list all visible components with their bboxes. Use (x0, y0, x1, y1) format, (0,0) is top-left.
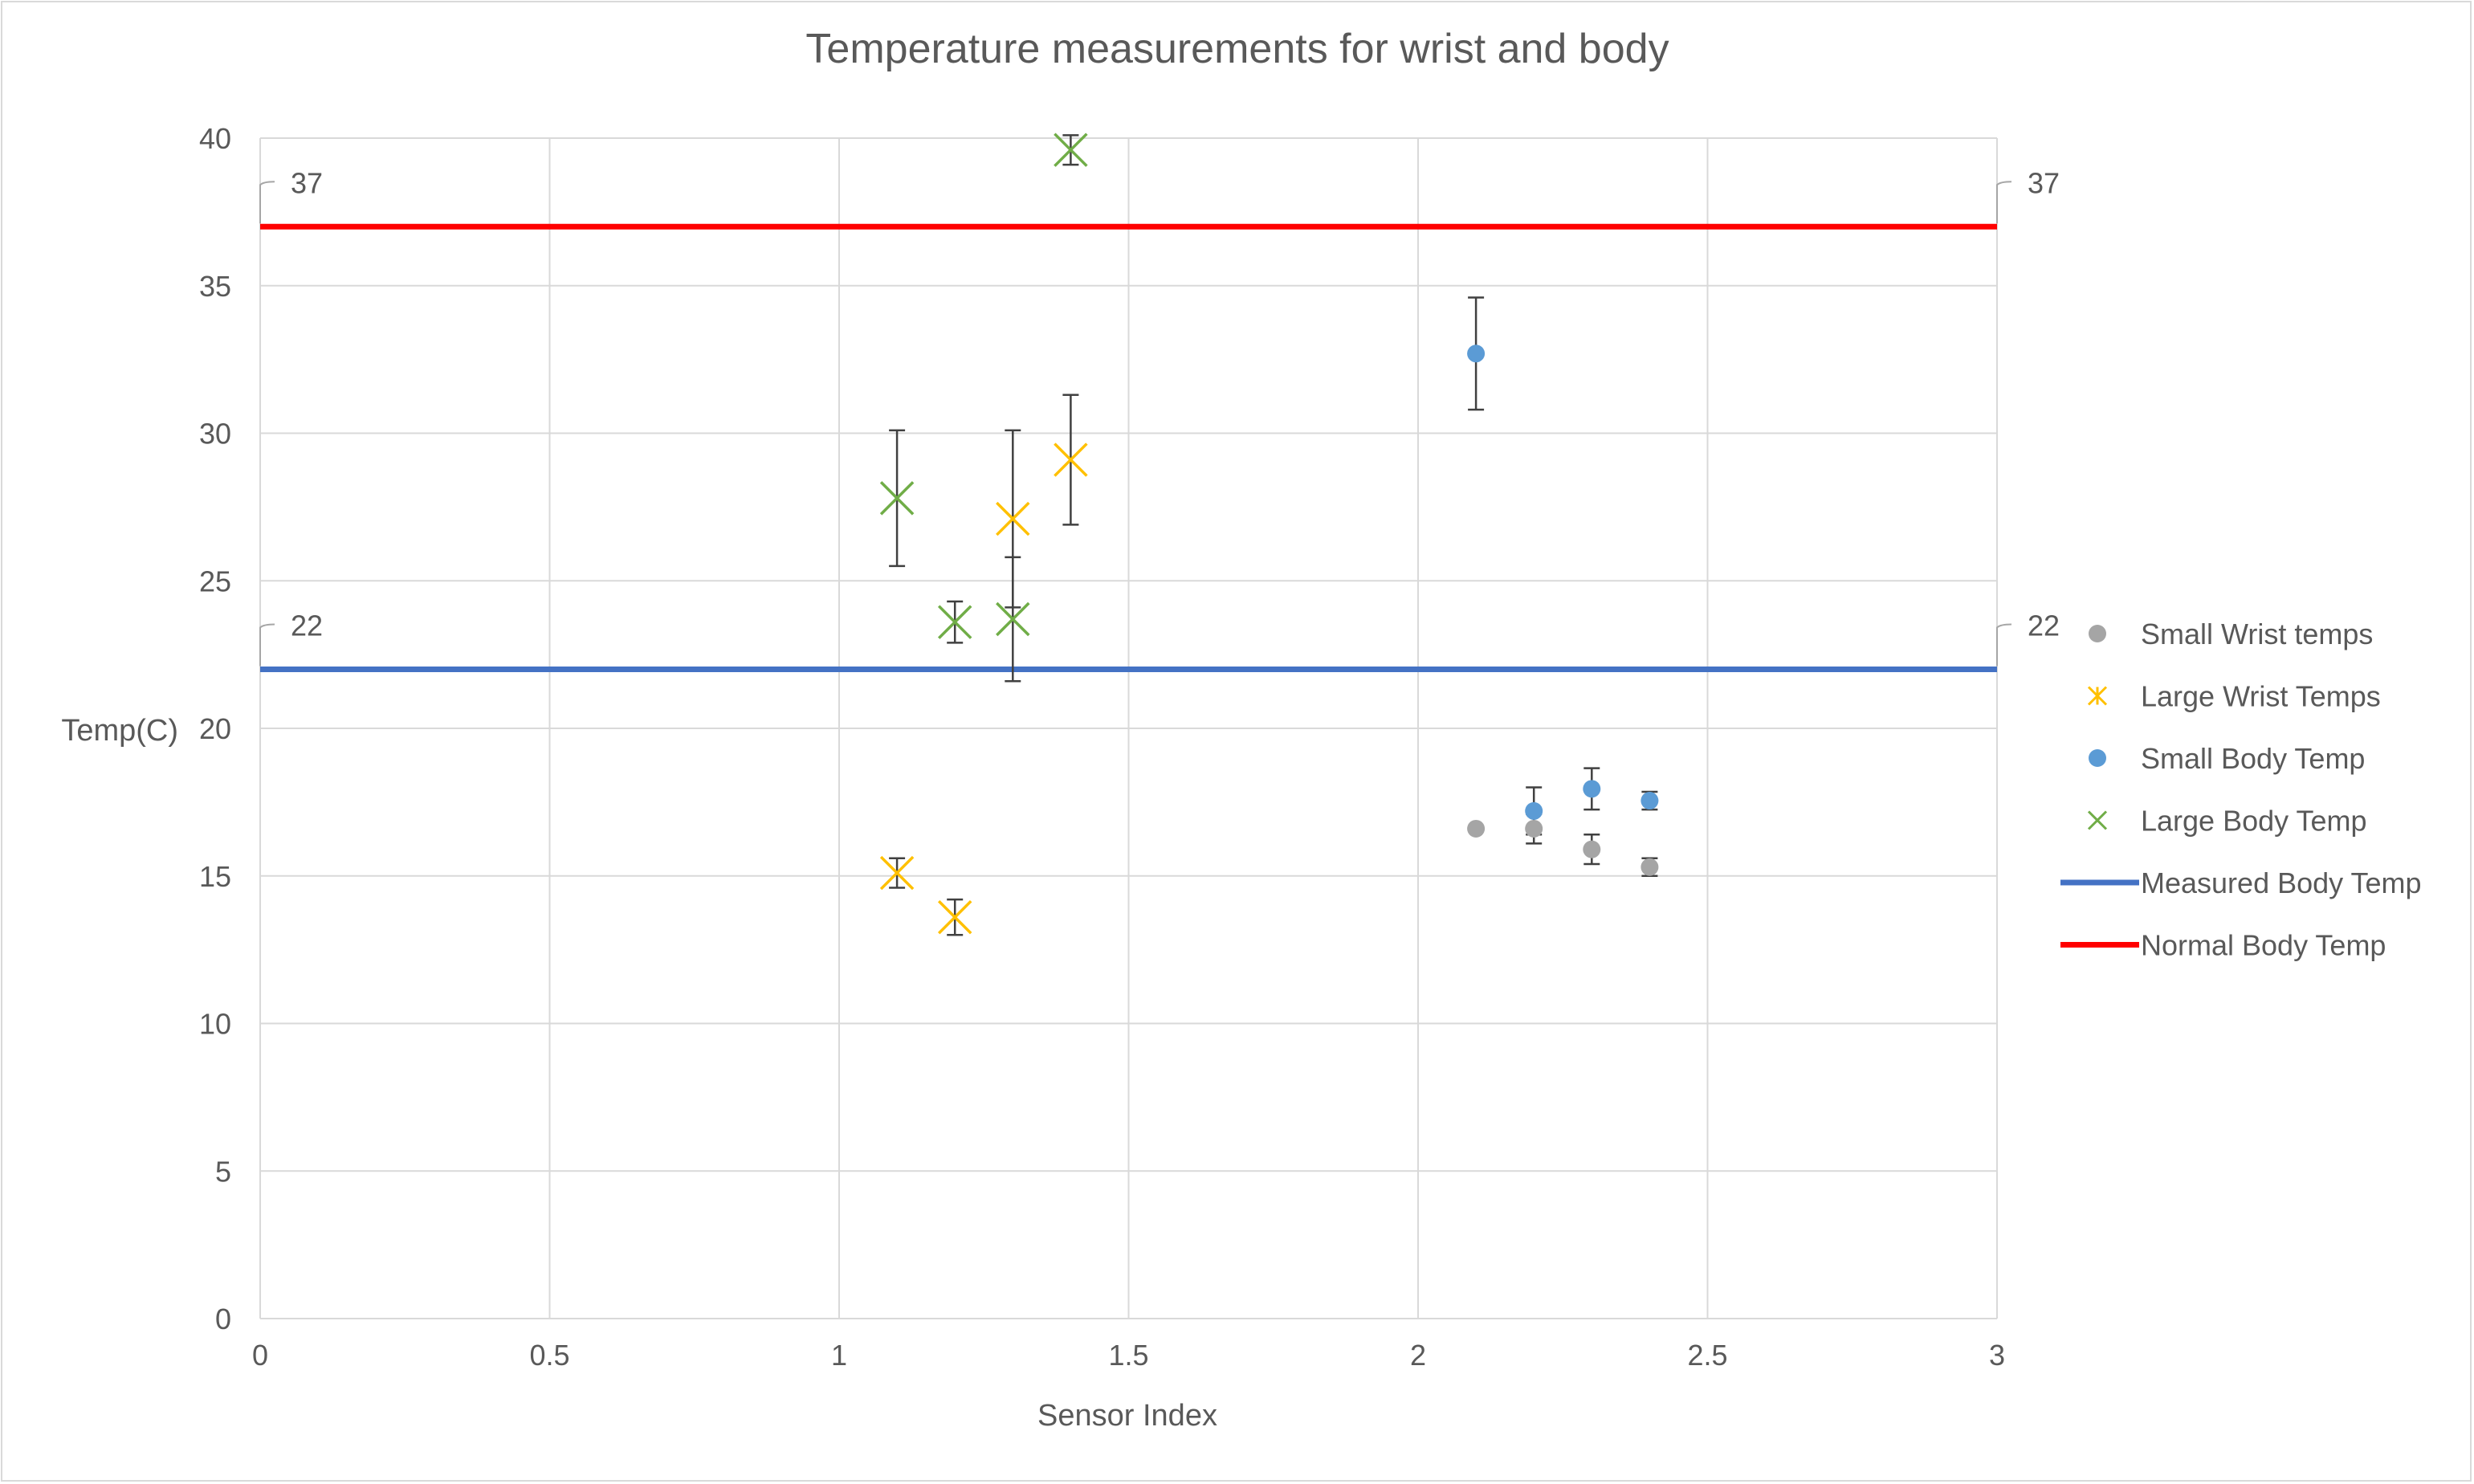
x-tick-label: 0 (252, 1339, 268, 1372)
data-label: 37 (2028, 166, 2060, 199)
x-tick-label: 1 (831, 1339, 847, 1372)
data-point (1583, 780, 1601, 798)
x-marker-stroke (996, 601, 1030, 637)
data-point (1054, 132, 1088, 167)
x-marker-stroke (879, 481, 915, 516)
y-tick-label: 10 (199, 1008, 231, 1041)
x-tick-label: 3 (1989, 1339, 2005, 1372)
data-point (996, 601, 1030, 637)
y-tick-label: 0 (215, 1303, 231, 1335)
y-tick-label: 5 (215, 1155, 231, 1188)
y-tick-label: 40 (199, 122, 231, 155)
y-tick-label: 35 (199, 270, 231, 303)
x-tick-label: 1.5 (1108, 1339, 1148, 1372)
legend-item: Measured Body Temp (2060, 866, 2422, 899)
data-point (1641, 792, 1659, 810)
x-tick-label: 0.5 (529, 1339, 569, 1372)
data-label: 22 (291, 610, 323, 642)
x-marker-stroke (937, 605, 972, 639)
data-point (1525, 819, 1543, 838)
data-point (1583, 840, 1601, 858)
gridlines (259, 137, 1998, 1319)
data-point (1641, 858, 1659, 876)
data-point (937, 605, 972, 639)
x-tick-label: 2.5 (1687, 1339, 1727, 1372)
y-tick-label: 25 (199, 565, 231, 597)
data-markers (879, 132, 1659, 935)
data-label-leader (1996, 181, 2012, 224)
data-point (1525, 801, 1543, 820)
legend-label: Large Wrist Temps (2141, 680, 2381, 713)
chart-title: Temperature measurements for wrist and b… (805, 26, 1669, 72)
data-label-leader (1996, 623, 2012, 667)
data-point (1467, 344, 1486, 363)
x-marker-stroke (996, 501, 1030, 536)
legend-item: Large Body Temp (2087, 805, 2367, 838)
data-label-leader (259, 181, 275, 224)
data-label-leader (259, 623, 275, 667)
legend-swatch (2089, 749, 2106, 767)
legend-label: Measured Body Temp (2141, 866, 2422, 899)
legend-label: Normal Body Temp (2141, 929, 2386, 962)
y-tick-label: 30 (199, 418, 231, 450)
y-tick-label: 15 (199, 860, 231, 893)
data-label: 37 (291, 166, 323, 199)
x-marker-stroke (1054, 442, 1088, 477)
error-bars (889, 134, 1658, 936)
data-point (1054, 442, 1088, 477)
legend-swatch (2089, 625, 2106, 642)
legend: Small Wrist temps Large Wrist Temps Small … (2060, 618, 2422, 962)
data-label: 22 (2028, 610, 2060, 642)
data-point (937, 899, 972, 935)
x-axis-title: Sensor Index (1037, 1399, 1217, 1433)
legend-item: Normal Body Temp (2060, 929, 2386, 962)
data-point (879, 855, 915, 891)
x-tick-label: 2 (1410, 1339, 1426, 1372)
y-tick-label: 20 (199, 712, 231, 745)
x-marker-stroke (937, 899, 972, 935)
data-point (996, 501, 1030, 536)
legend-item: Small Body Temp (2089, 742, 2365, 775)
legend-swatch (2087, 810, 2108, 830)
legend-item: Small Wrist temps (2089, 618, 2373, 650)
y-axis-title: Temp(C) (61, 714, 178, 748)
data-point (879, 481, 915, 516)
reference-lines: 22 22 37 37 (259, 166, 2060, 672)
legend-label: Large Body Temp (2141, 805, 2367, 838)
data-point (1467, 819, 1486, 838)
x-marker-stroke (1054, 132, 1088, 167)
legend-label: Small Body Temp (2141, 742, 2365, 775)
legend-label: Small Wrist temps (2141, 618, 2373, 650)
x-marker-stroke (879, 855, 915, 891)
legend-item: Large Wrist Temps (2087, 680, 2381, 713)
